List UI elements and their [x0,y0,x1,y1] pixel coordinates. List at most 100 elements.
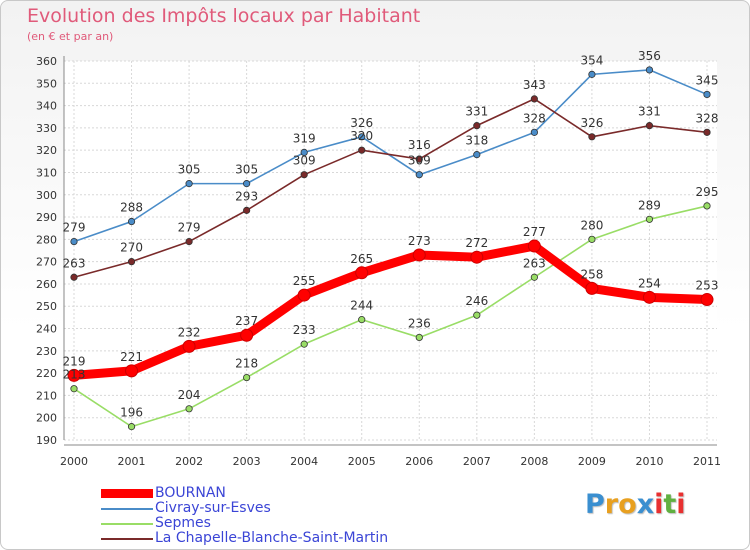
data-label: 305 [178,163,201,177]
data-point [243,206,251,214]
data-point [415,333,423,342]
y-tick-label: 320 [36,144,57,157]
series-line-2 [73,205,708,428]
data-label: 265 [350,252,373,266]
legend-label: Sepmes [155,515,211,531]
data-point [240,328,254,342]
data-label: 305 [235,163,258,177]
legend-swatch [101,523,153,525]
data-point [70,385,78,393]
data-label: 233 [293,323,316,337]
data-point [415,171,423,179]
data-label: 246 [465,294,488,308]
data-label: 343 [523,78,546,92]
x-tick-label: 2011 [693,455,721,468]
data-label: 270 [120,241,143,255]
data-label: 326 [350,116,373,130]
data-point [300,171,308,179]
legend-label: BOURNAN [155,485,226,501]
data-point [473,311,481,319]
data-point [412,248,426,262]
data-point [125,364,139,378]
data-point [243,180,251,188]
data-point [473,122,481,130]
legend-label: Civray-sur-Esves [155,500,271,516]
data-point [70,237,78,246]
data-point [127,423,136,431]
logo-letter: o [618,489,637,520]
axes: 190 200 210 220 230 240 250 260 270 280 290 300 310 3… [36,55,721,468]
data-label: 295 [696,185,719,199]
data-point [127,258,136,266]
data-point [358,146,366,154]
data-point [530,128,538,136]
y-tick-label: 270 [36,256,57,269]
data-point [358,133,366,141]
x-tick-label: 2004 [290,455,318,468]
data-point [530,95,538,103]
data-point [642,290,656,304]
data-label: 263 [523,256,546,270]
data-label: 356 [638,49,661,63]
data-label: 328 [523,111,546,125]
x-tick-label: 2006 [405,455,433,468]
series-line-0 [69,241,712,380]
data-label: 244 [350,299,373,313]
data-point [358,316,366,324]
data-point [243,373,251,382]
y-tick-label: 200 [36,412,57,425]
x-tick-label: 2000 [60,455,88,468]
x-tick-label: 2003 [233,455,261,468]
logo-letter: i [676,489,686,520]
data-point [645,66,654,74]
data-label: 309 [293,154,316,168]
chart-subtitle: (en € et par an) [27,30,114,43]
data-label: 253 [696,279,719,293]
data-label: 218 [235,357,258,371]
y-tick-label: 260 [36,278,57,291]
y-tick-label: 310 [36,166,57,179]
data-label: 255 [293,274,316,288]
data-label: 280 [580,218,603,232]
data-point [300,340,308,348]
proxiti-logo: Proxiti [585,489,686,520]
x-tick-label: 2001 [118,455,146,468]
data-label: 204 [178,388,201,402]
data-label: 318 [465,134,488,148]
data-point [70,273,78,281]
y-tick-label: 350 [36,77,57,90]
data-label: 219 [63,354,86,368]
data-label: 289 [638,198,661,212]
x-tick-label: 2007 [463,455,491,468]
chart-title: Evolution des Impôts locaux par Habitant [27,5,421,27]
legend-swatch [101,538,153,540]
data-label: 331 [465,105,488,119]
data-label: 354 [580,53,603,67]
data-point [355,266,369,280]
data-point [588,133,596,141]
data-label: 237 [235,314,258,328]
data-label: 328 [696,111,719,125]
legend-label: La Chapelle-Blanche-Saint-Martin [155,530,389,546]
legend-swatch [101,489,153,498]
x-tick-label: 2002 [175,455,203,468]
data-label: 196 [120,406,143,420]
y-tick-label: 290 [36,211,57,224]
data-point [588,70,596,78]
logo-letter: r [604,489,619,520]
data-label: 316 [408,138,431,152]
data-label: 319 [293,131,316,145]
y-tick-label: 250 [36,300,57,313]
x-tick-label: 2010 [635,455,663,468]
series-layer [67,66,714,431]
data-point [703,90,711,99]
data-point [185,405,193,413]
data-label: 236 [408,316,431,330]
data-label: 213 [63,368,86,382]
data-label: 279 [63,221,86,235]
data-label: 254 [638,276,661,290]
data-label: 263 [63,256,86,270]
data-label: 320 [350,129,373,143]
